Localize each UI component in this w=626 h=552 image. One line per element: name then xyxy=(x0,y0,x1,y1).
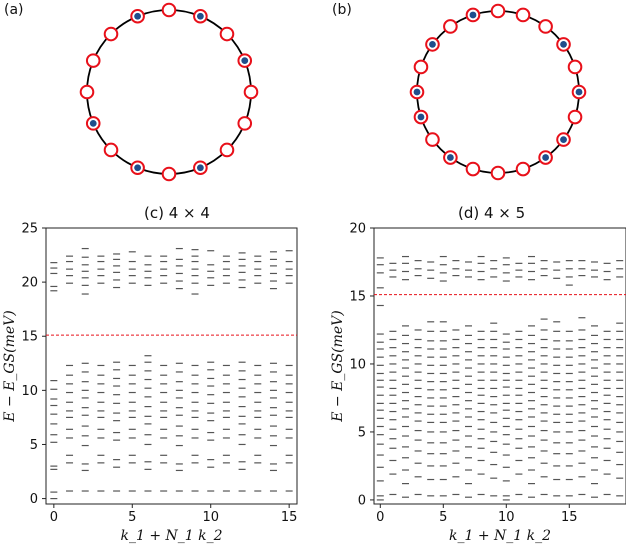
occupied-site-dot xyxy=(134,12,142,20)
occupied-site-dot xyxy=(196,12,204,20)
y-axis-label: E − E_GS(meV) xyxy=(2,310,18,422)
occupied-site-dot xyxy=(134,164,142,172)
chart-title-d: (d) 4 × 5 xyxy=(458,204,525,222)
ring-lattice-b xyxy=(409,3,587,181)
occupied-site-dot xyxy=(89,119,97,127)
panel-label-b: (b) xyxy=(332,2,352,18)
spectrum-chart-d: 0 5 10 15 0 5 10 15 20 k_1 + N_1 k_2 E − E_GS(meV) xyxy=(330,222,626,544)
y-tick-label: 15 xyxy=(349,289,366,304)
lattice-site xyxy=(219,26,235,42)
lattice-site xyxy=(425,132,440,147)
lattice-site xyxy=(413,59,429,75)
occupied-site-dot xyxy=(413,88,421,96)
lattice-site xyxy=(161,166,177,182)
occupied-site-dot xyxy=(196,164,204,172)
lattice-site xyxy=(243,84,259,100)
lattice-site xyxy=(85,53,101,68)
occupied-site-dot xyxy=(469,11,477,19)
occupied-site-dot xyxy=(560,40,567,48)
x-axis-label: k_1 + N_1 k_2 xyxy=(449,528,551,544)
lattice-site xyxy=(515,161,531,177)
x-tick-label: 0 xyxy=(376,510,384,525)
y-axis-label: E − E_GS(meV) xyxy=(330,310,346,422)
lattice-site xyxy=(443,19,458,34)
lattice-site xyxy=(237,116,253,131)
lattice-site xyxy=(465,161,481,177)
lattice-site xyxy=(219,142,235,158)
y-tick-label: 5 xyxy=(358,425,366,440)
lattice-site xyxy=(79,84,95,100)
occupied-site-dot xyxy=(241,57,249,65)
lattice-site xyxy=(515,7,531,23)
ring-lattice-a xyxy=(79,2,259,182)
lattice-site xyxy=(567,109,583,125)
lattice-site xyxy=(103,142,119,158)
occupied-site-dot xyxy=(429,40,436,48)
lattice-site xyxy=(538,19,553,34)
occupied-site-dot xyxy=(542,154,550,161)
x-tick-label: 15 xyxy=(281,510,298,525)
x-tick-label: 5 xyxy=(439,510,447,525)
spectrum-chart-c: 0 5 10 15 0 5 10 15 20 25 k_1 + N_1 k_2 E − E_GS(me… xyxy=(2,222,298,544)
lattice-site xyxy=(161,2,177,18)
y-tick-label: 25 xyxy=(21,222,38,237)
x-tick-label: 10 xyxy=(202,510,219,525)
y-tick-label: 20 xyxy=(21,276,38,291)
y-tick-label: 0 xyxy=(358,493,366,508)
lattice-site xyxy=(490,165,506,181)
lattice-site xyxy=(567,59,583,75)
x-tick-label: 15 xyxy=(561,510,578,525)
occupied-site-dot xyxy=(417,113,425,121)
plot-frame xyxy=(45,227,298,505)
lattice-site xyxy=(490,3,506,19)
chart-title-c: (c) 4 × 4 xyxy=(144,204,210,222)
lattice-site xyxy=(103,26,119,42)
occupied-site-dot xyxy=(560,136,567,144)
x-tick-label: 5 xyxy=(128,510,136,525)
occupied-site-dot xyxy=(575,88,583,96)
y-tick-label: 10 xyxy=(21,384,38,399)
occupied-site-dot xyxy=(446,154,454,161)
y-tick-label: 5 xyxy=(30,438,38,453)
y-tick-label: 0 xyxy=(30,492,38,507)
x-axis-label: k_1 + N_1 k_2 xyxy=(120,528,222,544)
panel-label-a: (a) xyxy=(4,2,24,18)
y-tick-label: 20 xyxy=(349,222,366,237)
x-tick-label: 10 xyxy=(498,510,515,525)
y-tick-label: 15 xyxy=(21,330,38,345)
plot-frame xyxy=(373,227,626,505)
x-tick-label: 0 xyxy=(50,510,58,525)
y-tick-label: 10 xyxy=(349,357,366,372)
ring-b xyxy=(416,10,580,174)
